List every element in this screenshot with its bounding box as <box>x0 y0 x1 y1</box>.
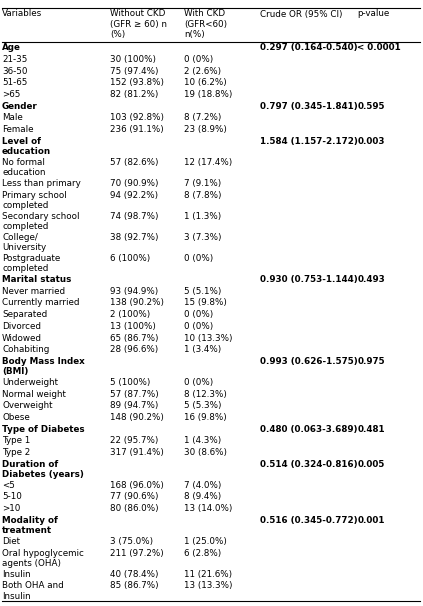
Text: 12 (17.4%): 12 (17.4%) <box>184 158 232 167</box>
Text: 10 (6.2%): 10 (6.2%) <box>184 78 227 87</box>
Text: Postgraduate
completed: Postgraduate completed <box>2 254 60 273</box>
Text: 15 (9.8%): 15 (9.8%) <box>184 299 227 307</box>
Text: Underweight: Underweight <box>2 378 58 387</box>
Text: 0.516 (0.345-0.772): 0.516 (0.345-0.772) <box>260 516 358 525</box>
Text: 22 (95.7%): 22 (95.7%) <box>110 436 158 445</box>
Text: Type 2: Type 2 <box>2 448 30 457</box>
Text: Diet: Diet <box>2 537 20 546</box>
Text: <5: <5 <box>2 481 15 490</box>
Text: 65 (86.7%): 65 (86.7%) <box>110 333 159 342</box>
Text: 0 (0%): 0 (0%) <box>184 55 213 64</box>
Text: 0.480 (0.063-3.689): 0.480 (0.063-3.689) <box>260 425 357 434</box>
Text: 93 (94.9%): 93 (94.9%) <box>110 287 158 296</box>
Text: Marital status: Marital status <box>2 275 71 284</box>
Text: Divorced: Divorced <box>2 322 41 331</box>
Text: p-value: p-value <box>357 10 390 19</box>
Text: Separated: Separated <box>2 310 47 319</box>
Text: Obese: Obese <box>2 413 30 422</box>
Text: Both OHA and
Insulin: Both OHA and Insulin <box>2 581 64 601</box>
Text: 36-50: 36-50 <box>2 67 27 76</box>
Text: 6 (100%): 6 (100%) <box>110 254 150 263</box>
Text: 0.481: 0.481 <box>357 425 385 434</box>
Text: 30 (8.6%): 30 (8.6%) <box>184 448 227 457</box>
Text: 8 (7.8%): 8 (7.8%) <box>184 191 222 200</box>
Text: 8 (7.2%): 8 (7.2%) <box>184 113 221 122</box>
Text: 0.493: 0.493 <box>357 275 385 284</box>
Text: Insulin: Insulin <box>2 570 31 579</box>
Text: 21-35: 21-35 <box>2 55 27 64</box>
Text: Secondary school
completed: Secondary school completed <box>2 212 80 231</box>
Text: Male: Male <box>2 113 23 122</box>
Text: 23 (8.9%): 23 (8.9%) <box>184 125 227 134</box>
Text: Widowed: Widowed <box>2 333 42 342</box>
Text: 0.595: 0.595 <box>357 102 385 111</box>
Text: 152 (93.8%): 152 (93.8%) <box>110 78 164 87</box>
Text: 75 (97.4%): 75 (97.4%) <box>110 67 159 76</box>
Text: 28 (96.6%): 28 (96.6%) <box>110 345 158 354</box>
Text: Overweight: Overweight <box>2 401 52 410</box>
Text: 13 (13.3%): 13 (13.3%) <box>184 581 233 590</box>
Text: 7 (4.0%): 7 (4.0%) <box>184 481 221 490</box>
Text: 8 (12.3%): 8 (12.3%) <box>184 390 227 399</box>
Text: 40 (78.4%): 40 (78.4%) <box>110 570 159 579</box>
Text: 1 (1.3%): 1 (1.3%) <box>184 212 221 221</box>
Text: Less than primary: Less than primary <box>2 179 81 188</box>
Text: Duration of
Diabetes (years): Duration of Diabetes (years) <box>2 460 84 479</box>
Text: 5 (100%): 5 (100%) <box>110 378 150 387</box>
Text: Female: Female <box>2 125 33 134</box>
Text: 0.297 (0.164-0.540): 0.297 (0.164-0.540) <box>260 44 358 52</box>
Text: 82 (81.2%): 82 (81.2%) <box>110 90 158 99</box>
Text: Currently married: Currently married <box>2 299 80 307</box>
Text: Variables: Variables <box>2 10 42 19</box>
Text: 0.005: 0.005 <box>357 460 385 468</box>
Text: 317 (91.4%): 317 (91.4%) <box>110 448 164 457</box>
Text: 57 (82.6%): 57 (82.6%) <box>110 158 159 167</box>
Text: 7 (9.1%): 7 (9.1%) <box>184 179 221 188</box>
Text: 211 (97.2%): 211 (97.2%) <box>110 548 164 558</box>
Text: 19 (18.8%): 19 (18.8%) <box>184 90 232 99</box>
Text: 8 (9.4%): 8 (9.4%) <box>184 493 221 501</box>
Text: 0.001: 0.001 <box>357 516 385 525</box>
Text: 85 (86.7%): 85 (86.7%) <box>110 581 159 590</box>
Text: >65: >65 <box>2 90 20 99</box>
Text: 74 (98.7%): 74 (98.7%) <box>110 212 159 221</box>
Text: 2 (2.6%): 2 (2.6%) <box>184 67 221 76</box>
Text: 1 (3.4%): 1 (3.4%) <box>184 345 221 354</box>
Text: College/
University: College/ University <box>2 233 46 252</box>
Text: 70 (90.9%): 70 (90.9%) <box>110 179 159 188</box>
Text: 89 (94.7%): 89 (94.7%) <box>110 401 158 410</box>
Text: Body Mass Index
(BMI): Body Mass Index (BMI) <box>2 357 85 376</box>
Text: With CKD
(GFR<60)
n(%): With CKD (GFR<60) n(%) <box>184 10 227 39</box>
Text: 1.584 (1.157-2.172): 1.584 (1.157-2.172) <box>260 137 358 146</box>
Text: Normal weight: Normal weight <box>2 390 66 399</box>
Text: 57 (87.7%): 57 (87.7%) <box>110 390 159 399</box>
Text: Crude OR (95% CI): Crude OR (95% CI) <box>260 10 343 19</box>
Text: Oral hypoglycemic
agents (OHA): Oral hypoglycemic agents (OHA) <box>2 548 84 568</box>
Text: Primary school
completed: Primary school completed <box>2 191 67 210</box>
Text: 13 (14.0%): 13 (14.0%) <box>184 504 232 513</box>
Text: 16 (9.8%): 16 (9.8%) <box>184 413 227 422</box>
Text: 138 (90.2%): 138 (90.2%) <box>110 299 164 307</box>
Text: 0 (0%): 0 (0%) <box>184 378 213 387</box>
Text: 38 (92.7%): 38 (92.7%) <box>110 233 159 242</box>
Text: 2 (100%): 2 (100%) <box>110 310 150 319</box>
Text: 236 (91.1%): 236 (91.1%) <box>110 125 164 134</box>
Text: >10: >10 <box>2 504 20 513</box>
Text: Gender: Gender <box>2 102 38 111</box>
Text: 0 (0%): 0 (0%) <box>184 310 213 319</box>
Text: Type 1: Type 1 <box>2 436 30 445</box>
Text: 5 (5.1%): 5 (5.1%) <box>184 287 221 296</box>
Text: < 0.0001: < 0.0001 <box>357 44 401 52</box>
Text: 0.930 (0.753-1.144): 0.930 (0.753-1.144) <box>260 275 358 284</box>
Text: 148 (90.2%): 148 (90.2%) <box>110 413 164 422</box>
Text: 168 (96.0%): 168 (96.0%) <box>110 481 164 490</box>
Text: No formal
education: No formal education <box>2 158 46 178</box>
Text: 3 (75.0%): 3 (75.0%) <box>110 537 153 546</box>
Text: 0 (0%): 0 (0%) <box>184 254 213 263</box>
Text: 1 (4.3%): 1 (4.3%) <box>184 436 221 445</box>
Text: 13 (100%): 13 (100%) <box>110 322 156 331</box>
Text: Never married: Never married <box>2 287 65 296</box>
Text: 10 (13.3%): 10 (13.3%) <box>184 333 233 342</box>
Text: 3 (7.3%): 3 (7.3%) <box>184 233 222 242</box>
Text: 51-65: 51-65 <box>2 78 27 87</box>
